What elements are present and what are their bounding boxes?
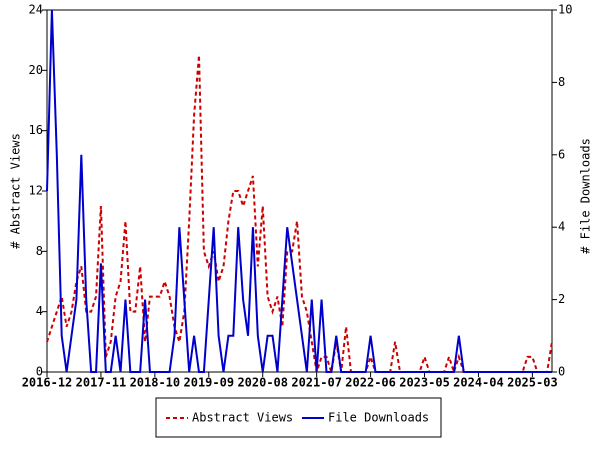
series-line xyxy=(46,55,553,376)
y2-tick-label: 6 xyxy=(558,147,565,161)
x-tick-label: 2018-10 xyxy=(130,376,181,390)
x-tick-label: 2017-11 xyxy=(76,376,127,390)
y2-tick-label: 2 xyxy=(558,292,565,306)
y-axis-label: # Abstract Views xyxy=(9,133,23,249)
legend-box xyxy=(155,397,442,438)
y-tick-label: 8 xyxy=(36,244,43,258)
x-tick-label: 2021-07 xyxy=(291,376,342,390)
x-tick-label: 2025-03 xyxy=(507,376,558,390)
legend-label: Abstract Views xyxy=(192,411,293,425)
y2-axis-label: # File Downloads xyxy=(579,138,593,254)
x-tick-label: 2022-06 xyxy=(345,376,396,390)
series-line xyxy=(46,9,552,373)
legend-label: File Downloads xyxy=(328,411,429,425)
y-tick-label: 16 xyxy=(29,123,43,137)
y-tick-label: 0 xyxy=(36,365,43,379)
x-tick-label: 2023-05 xyxy=(399,376,450,390)
y2-tick-label: 4 xyxy=(558,220,565,234)
x-tick-label: 2016-12 xyxy=(22,376,73,390)
y-tick-label: 20 xyxy=(29,63,43,77)
x-tick-label: 2024-04 xyxy=(453,376,504,390)
y-tick-label: 24 xyxy=(29,3,43,17)
y-tick-label: 12 xyxy=(29,184,43,198)
x-tick-label: 2019-09 xyxy=(184,376,235,390)
y2-tick-label: 8 xyxy=(558,75,565,89)
x-tick-label: 2020-08 xyxy=(237,376,288,390)
y2-tick-label: 0 xyxy=(558,365,565,379)
y-tick-label: 4 xyxy=(36,304,43,318)
y2-tick-label: 10 xyxy=(558,3,572,17)
